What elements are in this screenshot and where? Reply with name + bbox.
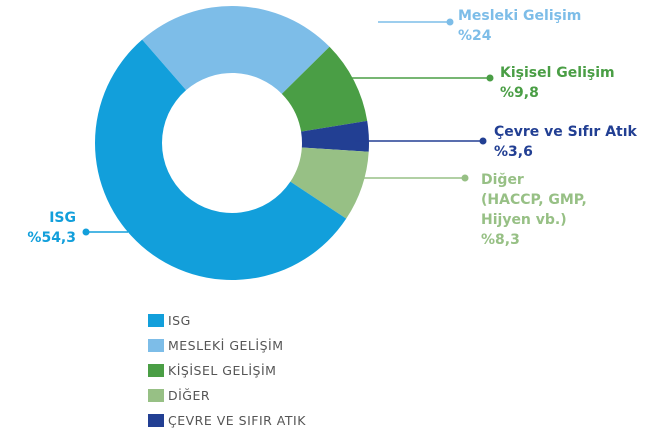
legend-swatch	[148, 314, 164, 327]
legend-label: ISG	[168, 313, 191, 328]
callout-dot	[446, 18, 454, 26]
value-label: %54,3	[27, 230, 76, 246]
donut-slice	[94, 39, 347, 281]
category-label: Kişisel Gelişim	[500, 65, 615, 81]
value-label: %24	[458, 28, 492, 44]
legend-item: ÇEVRE VE SIFIR ATIK	[148, 413, 306, 428]
callout-dot	[82, 228, 90, 236]
value-label: %9,8	[500, 85, 539, 101]
donut-slice	[142, 6, 330, 94]
callout-label: Diğer (HACCP, GMP, Hijyen vb.) %8,3	[481, 170, 587, 250]
category-label: Diğer (HACCP, GMP, Hijyen vb.)	[481, 172, 587, 228]
legend-swatch	[148, 364, 164, 377]
category-label: Mesleki Gelişim	[458, 8, 582, 24]
legend-swatch	[148, 389, 164, 402]
legend-label: ÇEVRE VE SIFIR ATIK	[168, 413, 306, 428]
donut-slice	[301, 120, 370, 152]
callout-dot	[479, 137, 487, 145]
callout-label: Mesleki Gelişim %24	[458, 6, 581, 46]
legend-swatch	[148, 339, 164, 352]
callout-label: Çevre ve Sıfır Atık %3,6	[494, 122, 637, 162]
legend-label: DİĞER	[168, 388, 211, 403]
callout-dot	[461, 174, 469, 182]
legend-item: MESLEKİ GELİŞİM	[148, 338, 283, 353]
legend-label: KİŞİSEL GELİŞİM	[168, 363, 277, 378]
donut-slice	[290, 147, 369, 219]
callout-label: ISG %54,3	[27, 208, 76, 248]
legend-label: MESLEKİ GELİŞİM	[168, 338, 284, 353]
legend-item: DİĞER	[148, 388, 210, 403]
category-label: Çevre ve Sıfır Atık	[494, 124, 637, 140]
category-label: ISG	[49, 210, 76, 226]
legend-item: KİŞİSEL GELİŞİM	[148, 363, 276, 378]
donut-slice	[281, 46, 368, 132]
callout-dot	[486, 74, 494, 82]
callout-label: Kişisel Gelişim %9,8	[500, 63, 615, 103]
legend-swatch	[148, 414, 164, 427]
legend-item: ISG	[148, 313, 191, 328]
value-label: %3,6	[494, 144, 533, 160]
value-label: %8,3	[481, 232, 520, 248]
